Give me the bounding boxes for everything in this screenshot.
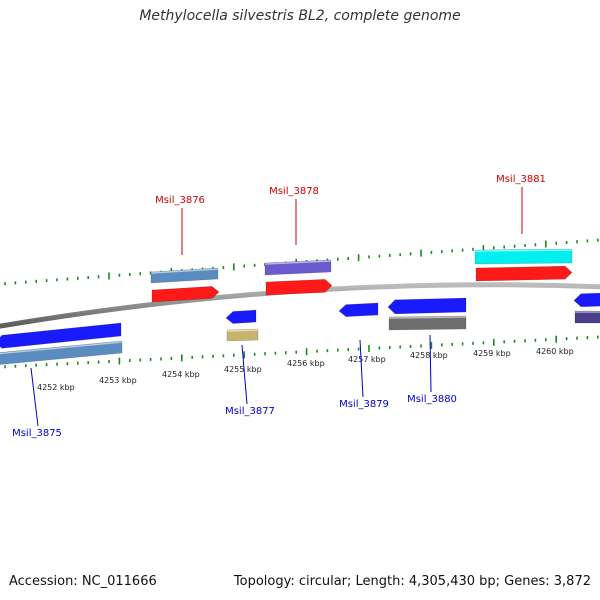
leader-line — [429, 334, 432, 393]
leader-line — [359, 339, 364, 398]
gene-msil-3880-highlight — [388, 316, 467, 319]
scale-label: 4254 kbp — [162, 370, 200, 379]
gene-label[interactable]: Msil_3876 — [155, 195, 205, 206]
cds-msil-3880 — [387, 297, 467, 315]
scale-label: 4257 kbp — [348, 355, 386, 364]
gene-label[interactable]: Msil_3878 — [269, 186, 319, 197]
leader-line — [30, 367, 39, 427]
gene-label[interactable]: Msil_3879 — [339, 399, 389, 410]
gene-msil-3881 — [474, 248, 573, 265]
cds-msil-3875 — [0, 322, 122, 349]
gene-msil-3876-highlight — [150, 268, 219, 274]
gene-msil-3878-highlight — [264, 260, 332, 265]
feature-track — [0, 248, 600, 365]
gene-msil-3880 — [388, 315, 467, 331]
gene-label[interactable]: Msil_3881 — [496, 174, 546, 185]
leader-line — [241, 344, 248, 405]
gene-msil-3877 — [226, 328, 259, 342]
cds-msil-3881 — [475, 265, 573, 282]
gene-partial-right — [574, 310, 600, 324]
map-title: Methylocella silvestris BL2, complete ge… — [139, 8, 461, 24]
scale-label: 4256 kbp — [287, 359, 325, 368]
gene-msil-3875-highlight — [0, 341, 123, 355]
gene-msil-3881-highlight — [474, 249, 573, 252]
scale-label: 4258 kbp — [410, 351, 448, 360]
scale-label: 4259 kbp — [473, 349, 511, 358]
scale-label: 4255 kbp — [224, 365, 262, 374]
gene-msil-3877-highlight — [226, 329, 259, 332]
gene-msil-3875 — [0, 340, 123, 365]
scale-label: 4252 kbp — [37, 383, 75, 392]
cds-msil-3879 — [338, 302, 379, 317]
inner-tick-track — [4, 335, 599, 369]
scale-label: 4253 kbp — [99, 376, 137, 385]
scale-label: 4260 kbp — [536, 347, 574, 356]
gene-label[interactable]: Msil_3880 — [407, 394, 457, 405]
cds-msil-3877 — [225, 309, 257, 324]
cds-partial-right — [573, 292, 600, 308]
cds-msil-3878 — [265, 279, 333, 296]
gene-label[interactable]: Msil_3875 — [12, 428, 62, 439]
scale-labels: 4252 kbp 4253 kbp 4254 kbp 4255 kbp 4256 kbp… — [37, 347, 574, 392]
gene-labels: Msil_3876 Msil_3878 Msil_3881 Msil_3875 Msil… — [12, 174, 546, 439]
topology-text: Topology: circular; Length: 4,305,430 bp… — [233, 574, 591, 589]
cds-msil-3876 — [151, 286, 220, 303]
gene-label[interactable]: Msil_3877 — [225, 406, 275, 417]
accession-text: Accession: NC_011666 — [9, 574, 157, 589]
